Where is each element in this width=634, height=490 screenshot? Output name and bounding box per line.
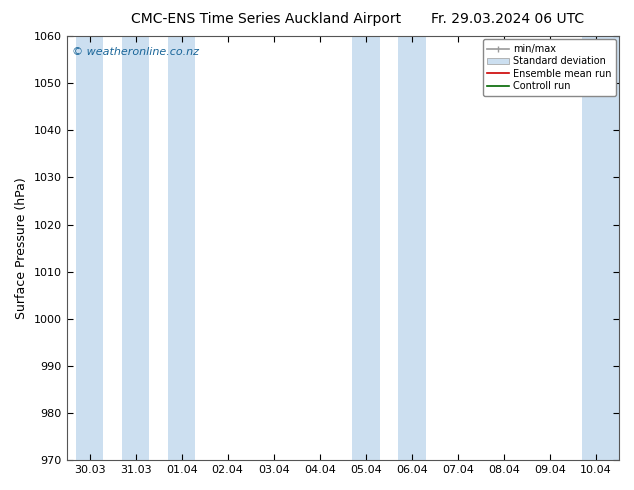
Bar xyxy=(352,36,380,460)
Bar xyxy=(75,36,103,460)
Text: Fr. 29.03.2024 06 UTC: Fr. 29.03.2024 06 UTC xyxy=(430,12,584,26)
Text: CMC-ENS Time Series Auckland Airport: CMC-ENS Time Series Auckland Airport xyxy=(131,12,401,26)
Y-axis label: Surface Pressure (hPa): Surface Pressure (hPa) xyxy=(15,177,28,319)
Legend: min/max, Standard deviation, Ensemble mean run, Controll run: min/max, Standard deviation, Ensemble me… xyxy=(482,39,616,96)
Bar xyxy=(398,36,425,460)
Bar xyxy=(168,36,195,460)
Bar xyxy=(582,36,619,460)
Bar xyxy=(122,36,150,460)
Text: © weatheronline.co.nz: © weatheronline.co.nz xyxy=(72,47,199,57)
